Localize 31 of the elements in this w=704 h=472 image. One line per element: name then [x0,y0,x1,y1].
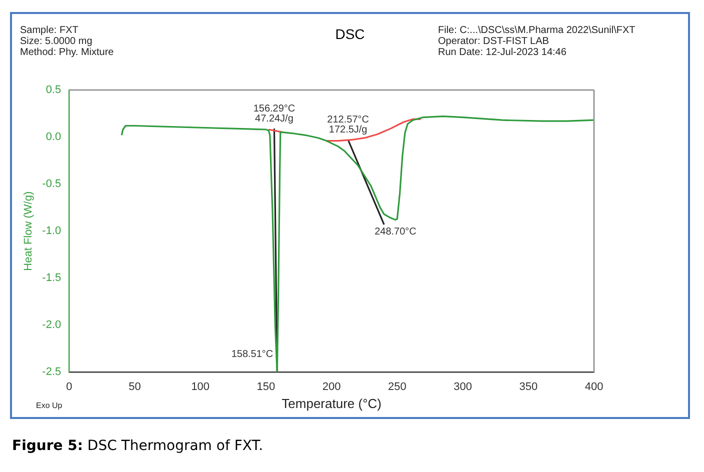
annotation: 156.29°C 47.24J/g [253,103,296,124]
x-tick-label: 150 [256,380,276,393]
text: File: C:...\DSC\ss\M.Pharma 2022\Sunil\FXT [438,25,636,36]
x-tick-label: 100 [191,380,210,393]
text: Operator: DST-FIST LAB [438,36,550,47]
text: Sample: FXT [20,25,80,36]
text: Exo Up [36,400,62,411]
text: Size: 5.0000 mg [20,36,94,47]
annotation: 212.57°C 172.5J/g [327,114,369,136]
x-tick-label: 300 [454,380,472,393]
y-tick-label: -1.5 [42,272,62,284]
x-tick-label: 200 [322,380,341,393]
y-axis-title: Heat Flow (W/g) [22,191,35,271]
y-tick-label: -2.5 [42,366,62,378]
x-tick-label: 0 [66,380,72,393]
annotation: 248.70°C [374,226,416,238]
x-tick-label: 400 [584,380,604,393]
text: Method: Phy. Mixture [20,47,114,58]
y-tick-label: -0.5 [42,178,62,190]
text: Run Date: 12-Jul-2023 14:46 [438,47,568,58]
y-tick-label: -2.0 [42,319,62,332]
x-tick-label: 350 [519,380,538,393]
y-tick-label: 0.0 [46,131,62,144]
x-tick-label: 250 [388,380,406,393]
annotation: 158.51°C [231,348,274,360]
caption: Figure 5: DSC Thermogram of FXT. [12,438,264,454]
chart-title: DSC [334,26,366,42]
x-tick-label: 50 [128,380,141,393]
x-axis-title: Temperature (°C) [282,396,382,411]
y-tick-label: 0.5 [46,84,62,96]
y-tick-label: -1.0 [42,225,62,238]
